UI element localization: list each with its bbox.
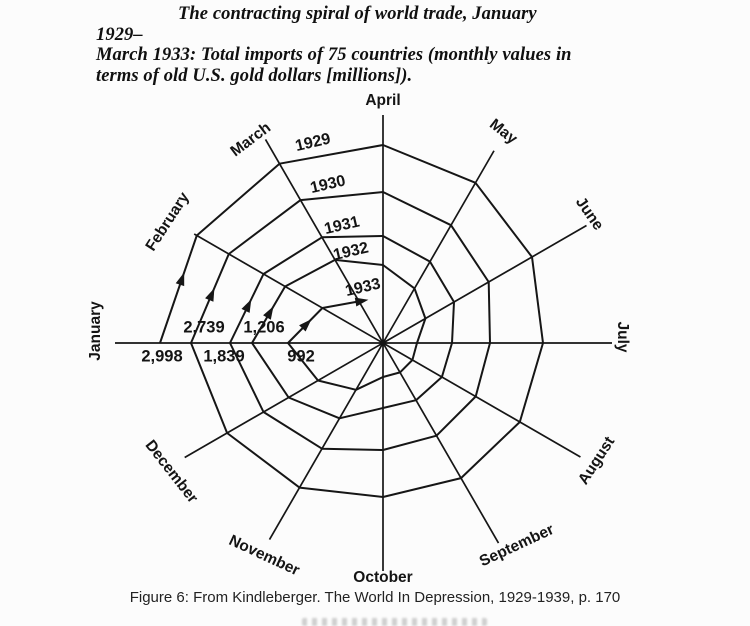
spoke-line-december: [184, 342, 384, 459]
month-label-july: July: [614, 321, 631, 352]
cropped-text-fragment: [302, 618, 487, 626]
title-line-2: March 1933: Total imports of 75 countrie…: [96, 45, 572, 65]
spoke-line-november: [268, 342, 384, 541]
spoke-line-february: [193, 233, 384, 344]
month-label-january: January: [87, 301, 104, 361]
year-label-1932: 1932: [332, 239, 371, 264]
spiral-direction-arrow-1932: [263, 306, 274, 320]
year-label-1929: 1929: [294, 130, 333, 155]
spoke-line-march: [264, 139, 384, 344]
value-label-2998: 2,998: [141, 347, 182, 365]
month-label-february: February: [142, 189, 193, 254]
value-label-1206: 1,206: [243, 318, 284, 336]
month-label-september: September: [477, 521, 557, 570]
spiral-center-dot: [379, 339, 387, 347]
year-label-1933: 1933: [344, 275, 383, 300]
title-line-1: The contracting spiral of world trade, J…: [96, 4, 537, 45]
spiral-direction-arrow-1929: [175, 272, 185, 287]
value-label-2739: 2,739: [183, 318, 224, 336]
spoke-line-september: [382, 342, 500, 544]
figure-caption: Figure 6: From Kindleberger. The World I…: [129, 589, 621, 606]
spoke-line-august: [382, 342, 581, 458]
year-label-1930: 1930: [309, 172, 348, 197]
month-label-may: May: [486, 116, 521, 148]
spiral-direction-arrow-1933: [299, 319, 312, 332]
value-label-1839: 1,839: [203, 347, 244, 365]
month-label-june: June: [572, 194, 607, 234]
title-line-3: terms of old U.S. gold dollars [millions…: [96, 65, 413, 86]
value-label-992: 992: [287, 347, 315, 365]
month-label-august: August: [575, 434, 618, 488]
month-label-october: October: [353, 569, 412, 586]
month-label-november: November: [226, 532, 302, 579]
spoke-line-may: [382, 150, 495, 344]
figure-title: The contracting spiral of world trade, J…: [96, 4, 574, 86]
month-label-april: April: [365, 92, 400, 109]
month-label-december: December: [142, 437, 202, 507]
spoke-line-june: [382, 224, 587, 344]
spiral-end-arrow: [354, 297, 369, 307]
spiral-direction-arrow-1931: [241, 299, 252, 313]
trade-spiral-path: [159, 144, 544, 498]
month-label-march: March: [227, 119, 274, 160]
year-label-1931: 1931: [323, 213, 362, 238]
spiral-direction-arrow-1930: [205, 288, 215, 302]
